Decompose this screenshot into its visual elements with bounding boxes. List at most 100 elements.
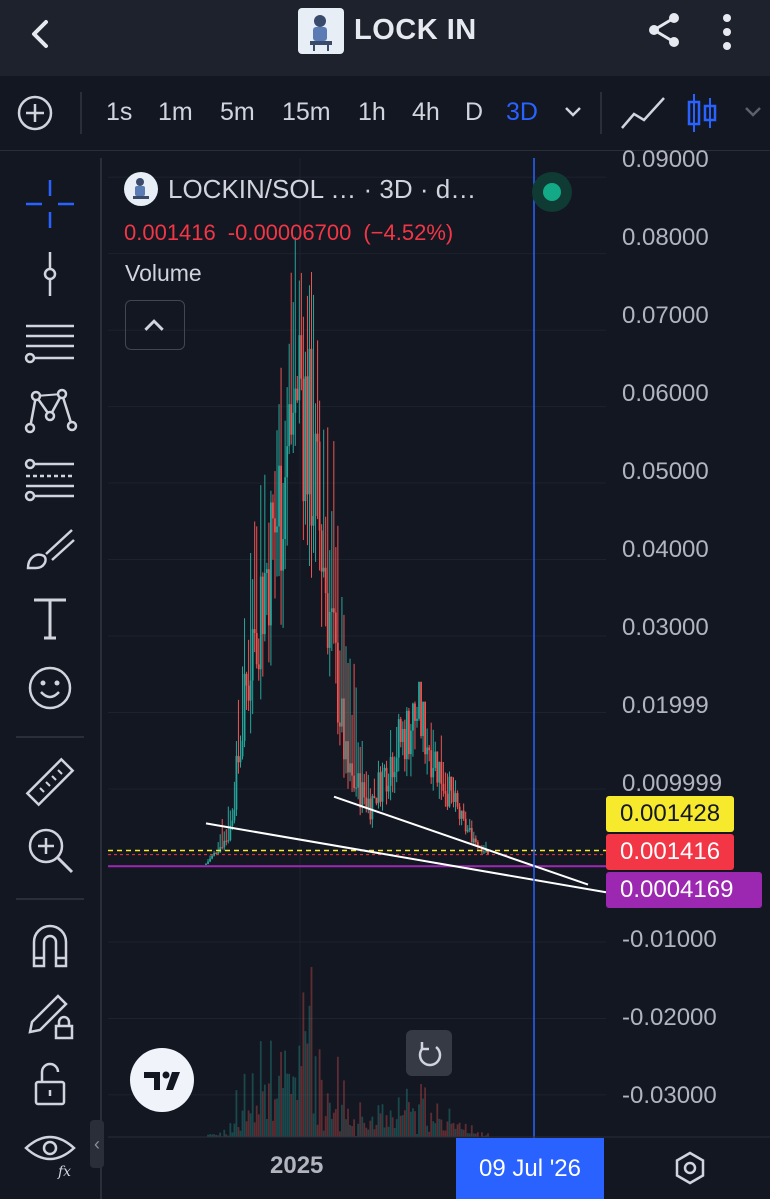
- volume-bar: [278, 1075, 280, 1137]
- share-icon[interactable]: [644, 10, 684, 50]
- collapse-legend-button[interactable]: [125, 300, 185, 350]
- candle-body: [274, 518, 276, 533]
- price-tick: 0.04000: [622, 536, 709, 563]
- tradingview-logo[interactable]: [130, 1048, 194, 1112]
- fib-retracement-icon[interactable]: [22, 452, 78, 508]
- price-tick: 0.009999: [622, 770, 723, 797]
- candle-body: [472, 838, 475, 843]
- timeframe-3d[interactable]: 3D: [506, 98, 538, 126]
- volume-bar: [231, 1132, 234, 1137]
- volume-bar: [245, 1121, 248, 1137]
- candle-body: [223, 840, 226, 848]
- price-chart[interactable]: [108, 158, 770, 1199]
- symbol-label[interactable]: LOCKIN/SOL … · 3D · d…: [168, 174, 477, 204]
- volume-bar: [365, 1127, 368, 1137]
- candle-body: [259, 576, 262, 670]
- candle-body: [361, 782, 364, 808]
- candlestick-icon[interactable]: [686, 92, 718, 134]
- candle-body: [341, 698, 343, 727]
- price-tick: 0.08000: [622, 224, 709, 251]
- candle-body: [414, 703, 416, 721]
- volume-bar: [247, 1110, 250, 1137]
- price-change-percent: (−4.52%): [363, 220, 454, 245]
- collapse-toolbar-button[interactable]: ‹: [90, 1120, 104, 1168]
- page-title: LOCK IN: [354, 14, 477, 46]
- volume-bar: [251, 1073, 254, 1137]
- volume-bar: [393, 1127, 396, 1137]
- volume-bar: [318, 1049, 321, 1137]
- candle-body: [296, 388, 299, 401]
- candle-body: [288, 404, 291, 447]
- candle-body: [387, 785, 390, 792]
- timeframe-4h[interactable]: 4h: [412, 98, 440, 126]
- candle-body: [379, 772, 382, 802]
- volume-bar: [359, 1102, 362, 1137]
- volume-bar: [474, 1133, 477, 1137]
- candle-body: [263, 572, 266, 635]
- candle-body: [442, 783, 445, 791]
- ruler-icon[interactable]: [22, 754, 78, 810]
- volume-bar: [322, 1130, 325, 1137]
- candle-body: [381, 771, 384, 802]
- candle-body: [261, 576, 264, 635]
- volume-bar: [213, 1134, 216, 1137]
- timeframe-1m[interactable]: 1m: [158, 98, 193, 126]
- candle-body: [436, 751, 439, 783]
- magnet-icon[interactable]: [22, 918, 78, 974]
- price-tick: -0.01000: [622, 926, 717, 953]
- zoom-in-icon[interactable]: [22, 822, 78, 878]
- timeframe-15m[interactable]: 15m: [282, 98, 331, 126]
- volume-bar: [420, 1084, 422, 1137]
- candle-body: [219, 847, 222, 853]
- candle-body: [349, 763, 351, 773]
- line-chart-icon[interactable]: [620, 94, 666, 132]
- volume-bar: [257, 1114, 260, 1137]
- candle-body: [401, 729, 404, 742]
- volume-bar: [265, 1118, 268, 1137]
- emoji-icon[interactable]: [22, 660, 78, 716]
- volume-bar: [219, 1132, 222, 1137]
- timeframe-5m[interactable]: 5m: [220, 98, 255, 126]
- volume-bar: [456, 1124, 459, 1137]
- pattern-icon[interactable]: [22, 382, 78, 438]
- candle-body: [359, 773, 362, 808]
- pencil-lock-icon[interactable]: [22, 988, 78, 1044]
- price-tick: 0.07000: [622, 302, 709, 329]
- settings-icon[interactable]: [672, 1150, 708, 1186]
- timeframe-1h[interactable]: 1h: [358, 98, 386, 126]
- candle-body: [410, 730, 412, 755]
- volume-bar: [347, 1108, 349, 1137]
- timeframe-d[interactable]: D: [465, 98, 484, 126]
- chevron-left-icon[interactable]: [22, 14, 62, 54]
- chevron-down-icon[interactable]: [742, 104, 764, 120]
- horizontal-lines-icon[interactable]: [22, 314, 78, 370]
- vertical-line-icon[interactable]: [22, 246, 78, 302]
- plus-circle-icon[interactable]: [16, 94, 54, 132]
- volume-bar: [464, 1123, 467, 1137]
- timeframe-1s[interactable]: 1s: [106, 98, 133, 126]
- candle-body: [300, 335, 303, 379]
- candle-body: [270, 502, 272, 626]
- eye-icon[interactable]: fx: [22, 1124, 78, 1180]
- candle-body: [468, 827, 471, 830]
- volume-bar: [280, 1051, 282, 1137]
- kebab-menu-icon[interactable]: [714, 10, 740, 54]
- candle-body: [481, 846, 483, 852]
- candle-body: [265, 569, 268, 573]
- crosshair-icon[interactable]: [22, 176, 78, 232]
- volume-bar: [338, 1131, 341, 1137]
- volume-bar: [332, 1112, 335, 1137]
- refresh-icon: [418, 1042, 442, 1067]
- volume-bar: [377, 1105, 380, 1137]
- lock-open-icon[interactable]: [22, 1056, 78, 1112]
- candle-body: [249, 680, 252, 701]
- chevron-down-icon[interactable]: [562, 104, 584, 120]
- candle-body: [403, 729, 406, 760]
- candle-body: [251, 629, 254, 681]
- reset-chart-button[interactable]: [406, 1030, 452, 1076]
- text-icon[interactable]: [22, 590, 78, 646]
- candle-body: [322, 567, 325, 572]
- brush-icon[interactable]: [22, 522, 78, 578]
- volume-bar: [310, 967, 313, 1137]
- volume-bar: [336, 1056, 339, 1137]
